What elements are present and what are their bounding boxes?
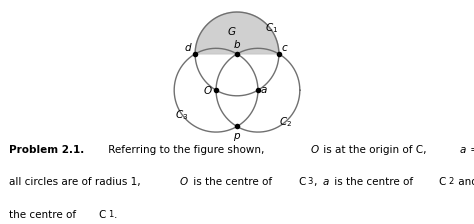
Text: C: C (439, 177, 446, 187)
Text: $C_3$: $C_3$ (175, 108, 188, 122)
Text: $C_1$: $C_1$ (265, 21, 278, 35)
Polygon shape (195, 12, 279, 54)
Text: = 1,: = 1, (467, 144, 474, 155)
Text: $G$: $G$ (227, 25, 237, 37)
Text: Referring to the figure shown,: Referring to the figure shown, (105, 144, 267, 155)
Text: $C_2$: $C_2$ (279, 115, 292, 129)
Text: $a$: $a$ (260, 85, 268, 95)
Text: $d$: $d$ (184, 41, 193, 53)
Text: $c$: $c$ (281, 43, 289, 53)
Text: is the centre of: is the centre of (331, 177, 416, 187)
Text: 2: 2 (448, 177, 453, 186)
Text: a: a (323, 177, 329, 187)
Text: the centre of: the centre of (9, 210, 80, 220)
Text: C: C (298, 177, 306, 187)
Text: .: . (114, 210, 118, 220)
Text: $b$: $b$ (233, 38, 241, 50)
Text: is the centre of: is the centre of (190, 177, 275, 187)
Text: $O$: $O$ (203, 84, 213, 96)
Text: 3: 3 (308, 177, 313, 186)
Text: all circles are of radius 1,: all circles are of radius 1, (9, 177, 144, 187)
Text: $p$: $p$ (233, 131, 241, 143)
Text: O: O (310, 144, 319, 155)
Text: 1: 1 (108, 210, 113, 219)
Text: O: O (180, 177, 188, 187)
Text: a: a (459, 144, 465, 155)
Text: and: and (455, 177, 474, 187)
Text: Problem 2.1.: Problem 2.1. (9, 144, 85, 155)
Text: ,: , (314, 177, 321, 187)
Text: C: C (99, 210, 106, 220)
Text: is at the origin of C,: is at the origin of C, (320, 144, 430, 155)
